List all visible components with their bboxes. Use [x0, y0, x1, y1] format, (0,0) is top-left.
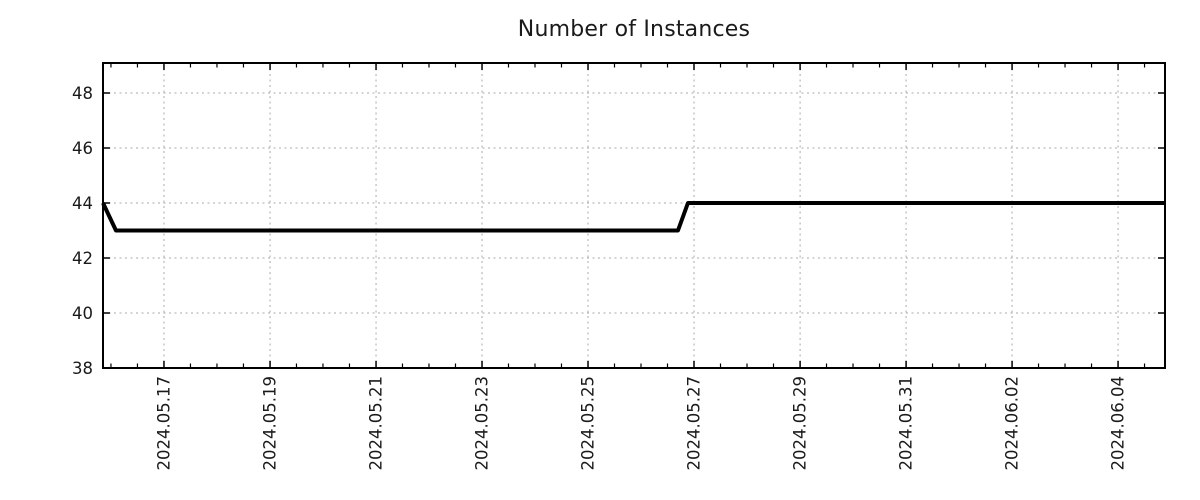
- plot-border: [102, 62, 1166, 369]
- x-tick-label: 2024.05.25: [579, 376, 598, 470]
- x-tick-label: 2024.05.23: [473, 376, 492, 470]
- data-line-instances: [101, 201, 1165, 233]
- y-tick-label: 40: [72, 304, 93, 323]
- x-tick-label: 2024.05.27: [685, 376, 704, 470]
- x-tick-label: 2024.06.02: [1003, 376, 1022, 470]
- y-tick-label: 48: [72, 84, 93, 103]
- y-tick-label: 46: [72, 139, 93, 158]
- chart-title: Number of Instances: [517, 17, 751, 42]
- x-tick-label: 2024.05.19: [261, 376, 280, 470]
- y-tick-label: 42: [72, 249, 93, 268]
- y-tick-label: 44: [72, 194, 93, 213]
- x-tick-label: 2024.05.17: [154, 376, 173, 470]
- y-tick-label: 38: [72, 359, 93, 378]
- x-tick-label: 2024.06.04: [1109, 376, 1128, 470]
- x-tick-label: 2024.05.21: [367, 376, 386, 470]
- x-tick-label: 2024.05.31: [897, 376, 916, 470]
- x-tick-label: 2024.05.29: [791, 376, 810, 470]
